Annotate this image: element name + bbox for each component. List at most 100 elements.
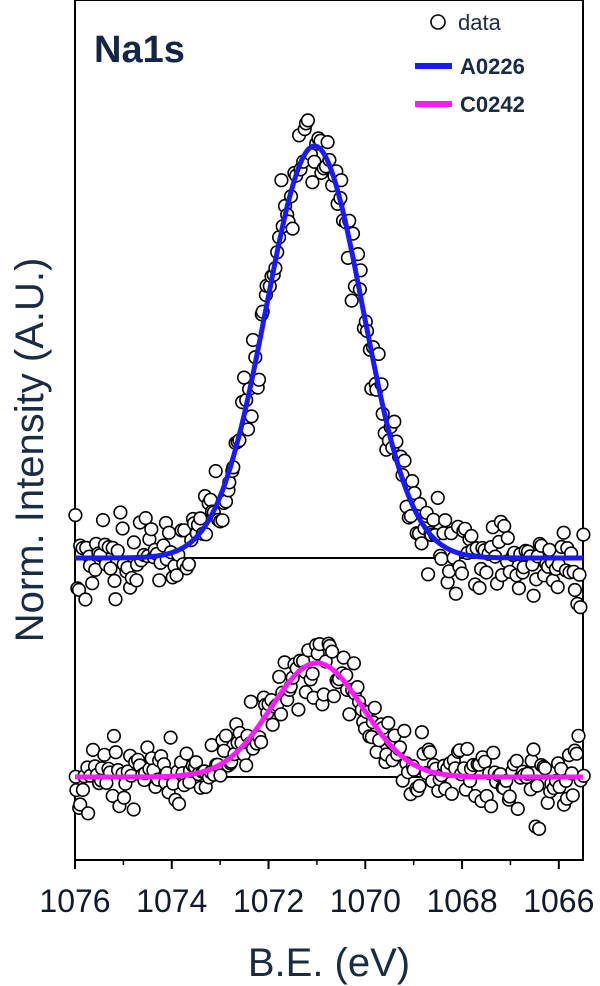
x-tick-label: 1072: [233, 883, 304, 919]
data-point: [129, 573, 144, 588]
data-point: [110, 543, 125, 558]
data-point: [171, 796, 187, 812]
fit-curve-C0242: [74, 660, 584, 780]
x-tick-label: 1074: [136, 883, 207, 919]
x-tick-label: 1070: [330, 883, 401, 919]
data-point: [163, 730, 178, 745]
data-point: [95, 512, 111, 528]
data-point: [272, 669, 287, 684]
data-point: [116, 790, 132, 805]
legend-marker-data: [430, 14, 446, 30]
data-point: [326, 689, 342, 704]
data-point: [274, 173, 289, 188]
data-point: [572, 567, 587, 582]
data-point: [346, 656, 362, 671]
data-point: [556, 525, 571, 540]
data-point: [526, 588, 541, 603]
data-point: [193, 511, 208, 526]
data-point: [115, 521, 130, 536]
data-point: [464, 528, 479, 544]
data-point: [444, 786, 459, 801]
data-point: [569, 746, 584, 761]
data-point: [472, 580, 487, 596]
data-point: [85, 576, 100, 591]
legend-label-C0242: C0242: [460, 92, 525, 117]
data-point: [486, 745, 501, 760]
data-point: [550, 579, 565, 595]
data-point: [426, 512, 441, 527]
data-point: [305, 666, 320, 681]
data-point: [80, 806, 96, 821]
data-point: [571, 728, 586, 743]
data-point: [68, 507, 83, 523]
data-point: [107, 573, 122, 589]
data-point: [509, 753, 524, 769]
data-point: [126, 535, 141, 550]
data-point: [438, 513, 453, 528]
data-point: [73, 797, 88, 812]
data-point: [103, 561, 118, 576]
data-point: [291, 702, 306, 717]
panel-label: Na1s: [94, 29, 185, 71]
data-point: [344, 293, 359, 308]
data-point: [152, 573, 167, 588]
data-point: [254, 734, 269, 750]
data-point: [576, 527, 591, 542]
data-point: [106, 728, 121, 744]
x-tick-label: 1076: [39, 883, 110, 919]
data-point: [265, 717, 280, 732]
data-point: [537, 761, 553, 776]
data-point: [531, 821, 547, 836]
data-point: [510, 801, 525, 817]
data-point: [573, 600, 588, 615]
data-point: [273, 707, 289, 722]
x-tick-label: 1068: [426, 883, 497, 919]
data-point: [454, 566, 470, 581]
data-point: [414, 536, 429, 551]
data-point: [243, 694, 258, 709]
data-point: [422, 745, 438, 760]
data-point: [215, 513, 230, 528]
fit-curve-A0226: [74, 143, 584, 561]
data-point: [320, 135, 335, 150]
data-point: [325, 644, 340, 659]
data-point: [208, 464, 223, 479]
data-point: [75, 782, 90, 798]
data-point: [108, 592, 123, 607]
data-point: [540, 795, 555, 810]
y-axis-label: Norm. Intensity (A.U.): [8, 258, 52, 643]
data-point: [161, 525, 177, 540]
data-point: [169, 568, 184, 583]
data-point: [542, 542, 557, 558]
legend-label-A0226: A0226: [460, 54, 525, 79]
data-point: [565, 788, 580, 803]
data-point: [484, 799, 499, 814]
data-point: [144, 522, 159, 537]
data-point: [497, 518, 512, 534]
data-point: [239, 758, 254, 773]
x-tick-label: 1066: [523, 883, 594, 919]
data-point: [138, 510, 153, 526]
data-point: [97, 747, 112, 762]
data-point: [405, 474, 420, 489]
data-point: [500, 530, 515, 546]
data-point: [300, 113, 316, 128]
plot-frame: [74, 0, 584, 861]
data-point: [113, 505, 128, 520]
data-point: [567, 582, 583, 598]
data-point: [421, 567, 436, 582]
data-point: [412, 778, 427, 794]
data-point: [181, 557, 196, 572]
legend-label-data: data: [458, 10, 502, 35]
data-point: [434, 551, 449, 566]
x-axis-label: B.E. (eV): [248, 941, 410, 985]
data-point: [430, 490, 445, 506]
data-point: [511, 581, 527, 596]
data-point: [78, 592, 93, 607]
data-point: [530, 778, 545, 793]
data-point: [305, 175, 320, 190]
data-point: [71, 582, 87, 598]
data-point: [397, 723, 412, 739]
data-point: [108, 745, 123, 760]
